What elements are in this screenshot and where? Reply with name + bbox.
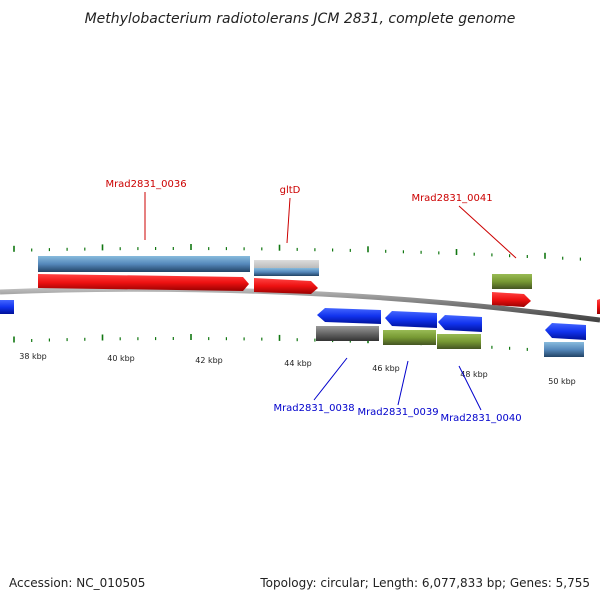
gene-feature-0040[interactable]	[437, 334, 481, 349]
gene-arrow-50kbp[interactable]	[545, 323, 586, 340]
scale-label-38kbp: 38 kbp	[19, 352, 47, 361]
leader-line-0038	[313, 357, 348, 401]
gene-label-gltd[interactable]: gltD	[280, 185, 301, 196]
gene-feature-0038[interactable]	[316, 326, 379, 341]
gene-arrow-0040[interactable]	[438, 315, 482, 332]
accession-text: Accession: NC_010505	[9, 576, 146, 590]
gene-arrow-0038[interactable]	[317, 308, 381, 324]
gene-label-0039[interactable]: Mrad2831_0039	[357, 407, 438, 418]
gene-label-0041[interactable]: Mrad2831_0041	[411, 193, 492, 204]
gene-arrow-0039[interactable]	[385, 311, 437, 328]
scale-label-42kbp: 42 kbp	[195, 356, 223, 365]
scale-label-46kbp: 46 kbp	[372, 364, 400, 373]
gene-arrow-0036[interactable]	[38, 274, 249, 291]
scale-label-48kbp: 48 kbp	[460, 370, 488, 379]
outer-tick-marks	[13, 244, 582, 261]
leader-line-0039	[397, 360, 409, 406]
gene-feature-0036[interactable]	[38, 256, 250, 272]
gene-label-0040[interactable]: Mrad2831_0040	[440, 413, 521, 424]
scale-label-44kbp: 44 kbp	[284, 359, 312, 368]
scale-label-50kbp: 50 kbp	[548, 377, 576, 386]
leader-line-0040	[458, 365, 482, 411]
gene-feature-0041[interactable]	[492, 274, 532, 289]
gene-arrow-right-edge[interactable]	[597, 299, 600, 314]
gene-feature-0039[interactable]	[383, 330, 436, 345]
inner-tick-marks	[13, 334, 582, 355]
leader-line-0041	[458, 205, 517, 259]
genome-title: Methylobacterium radiotolerans JCM 2831,…	[85, 11, 516, 27]
gene-label-0036[interactable]: Mrad2831_0036	[105, 179, 186, 190]
scale-label-40kbp: 40 kbp	[107, 354, 135, 363]
leader-line-gltd	[286, 197, 291, 244]
gene-arrow-left-edge[interactable]	[0, 300, 14, 314]
gene-label-0038[interactable]: Mrad2831_0038	[273, 403, 354, 414]
gene-feature-gltd-lower	[254, 268, 319, 276]
topology-text: Topology: circular; Length: 6,077,833 bp…	[260, 576, 590, 590]
gene-arrow-gltd[interactable]	[254, 278, 318, 294]
gene-arrow-0041[interactable]	[492, 292, 531, 307]
gene-feature-50kbp[interactable]	[544, 342, 584, 357]
